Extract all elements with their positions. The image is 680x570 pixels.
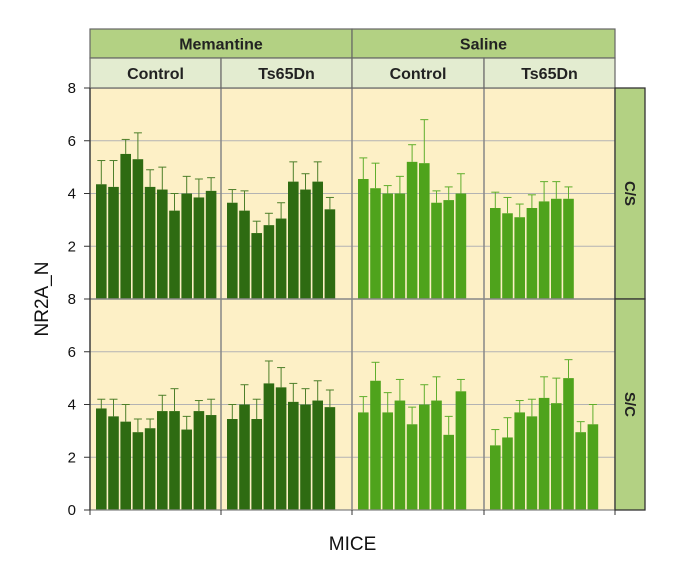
strip-label-saline: Saline	[460, 37, 507, 54]
strip-label-s-c: S/C	[621, 392, 638, 417]
bar-memantine-ts65dn-c-s-5	[275, 218, 287, 299]
bar-saline-control-c-s-7	[431, 202, 442, 299]
bar-memantine-ts65dn-s-c-7	[300, 404, 311, 510]
bar-saline-ts65dn-c-s-2	[502, 213, 513, 299]
bar-memantine-control-c-s-10	[205, 190, 217, 299]
bar-saline-control-c-s-6	[419, 163, 430, 299]
bar-saline-control-c-s-4	[394, 193, 406, 299]
bar-memantine-ts65dn-c-s-8	[312, 181, 323, 299]
bar-memantine-control-s-c-9	[193, 411, 205, 510]
bar-saline-ts65dn-s-c-3	[514, 412, 525, 510]
y-tick-label: 0	[68, 502, 76, 519]
strip-label-ts65dn: Ts65Dn	[521, 66, 578, 83]
bar-saline-ts65dn-s-c-8	[575, 432, 586, 510]
bar-memantine-ts65dn-c-s-1	[227, 202, 238, 299]
strip-label-control: Control	[127, 66, 184, 83]
y-axis-title: NR2A_N	[32, 262, 53, 337]
bar-saline-ts65dn-s-c-1	[490, 445, 501, 510]
bar-memantine-control-s-c-6	[157, 411, 168, 510]
bar-memantine-control-c-s-4	[132, 159, 144, 299]
bar-saline-control-c-s-8	[443, 200, 454, 299]
bar-memantine-ts65dn-c-s-6	[288, 181, 299, 299]
bar-memantine-ts65dn-s-c-8	[312, 400, 323, 510]
bar-saline-ts65dn-c-s-1	[490, 208, 501, 299]
y-tick-label: 2	[68, 449, 76, 466]
bar-memantine-ts65dn-s-c-6	[288, 401, 299, 510]
bar-saline-control-c-s-1	[358, 178, 369, 299]
strip-ts65dn	[483, 57, 616, 89]
bar-memantine-control-c-s-5	[144, 186, 156, 299]
strip-saline	[351, 28, 616, 59]
bar-saline-control-s-c-8	[443, 434, 454, 510]
bar-saline-ts65dn-s-c-4	[526, 416, 538, 510]
bar-memantine-ts65dn-c-s-3	[251, 233, 262, 299]
bar-memantine-ts65dn-s-c-1	[227, 419, 238, 510]
bar-saline-control-c-s-2	[370, 188, 381, 299]
bar-memantine-control-s-c-10	[205, 415, 217, 510]
bar-saline-control-s-c-4	[394, 400, 406, 510]
x-axis-title: MICE	[329, 534, 377, 555]
y-tick-label: 4	[68, 186, 76, 203]
bar-saline-control-s-c-6	[419, 404, 430, 510]
strip-label-memantine: Memantine	[179, 37, 263, 54]
bar-saline-ts65dn-c-s-7	[563, 198, 574, 299]
y-tick-label: 8	[68, 291, 76, 308]
bar-saline-ts65dn-s-c-5	[538, 397, 550, 510]
bar-saline-ts65dn-c-s-5	[538, 201, 550, 299]
bar-memantine-ts65dn-c-s-4	[263, 225, 275, 299]
bar-saline-control-c-s-9	[455, 193, 467, 299]
bar-memantine-control-s-c-5	[144, 428, 156, 510]
bar-memantine-ts65dn-c-s-9	[324, 209, 336, 299]
bar-memantine-control-c-s-7	[169, 210, 180, 299]
bar-memantine-ts65dn-s-c-5	[275, 387, 287, 510]
y-tick-label: 6	[68, 344, 76, 361]
bar-memantine-control-s-c-7	[169, 411, 180, 510]
strip-memantine	[89, 28, 353, 59]
bar-memantine-control-s-c-8	[181, 429, 192, 510]
bar-memantine-control-c-s-3	[120, 153, 131, 299]
bar-saline-control-s-c-2	[370, 380, 381, 510]
strip-label-ts65dn: Ts65Dn	[258, 66, 315, 83]
bar-memantine-ts65dn-s-c-3	[251, 419, 262, 510]
bar-memantine-control-c-s-9	[193, 197, 205, 299]
y-tick-label: 8	[68, 80, 76, 97]
bar-memantine-control-s-c-2	[108, 416, 119, 510]
y-tick-label: 6	[68, 133, 76, 150]
bar-saline-ts65dn-c-s-4	[526, 208, 538, 299]
strip-label-control: Control	[390, 66, 447, 83]
bar-saline-control-c-s-5	[406, 161, 418, 299]
bar-memantine-control-c-s-1	[96, 184, 107, 299]
bar-memantine-ts65dn-s-c-9	[324, 407, 336, 510]
bar-saline-ts65dn-s-c-7	[563, 378, 574, 510]
bar-memantine-ts65dn-s-c-4	[263, 383, 275, 510]
bar-saline-control-s-c-5	[406, 424, 418, 510]
bar-memantine-control-s-c-1	[96, 408, 107, 510]
bar-memantine-control-c-s-8	[181, 193, 192, 299]
bar-saline-control-c-s-3	[382, 193, 393, 299]
bar-memantine-control-c-s-6	[157, 189, 168, 299]
strip-s-c	[614, 298, 646, 511]
bar-saline-control-s-c-3	[382, 412, 393, 510]
bar-saline-ts65dn-c-s-6	[551, 198, 562, 299]
bar-saline-ts65dn-c-s-3	[514, 217, 525, 299]
bar-memantine-control-s-c-3	[120, 421, 131, 510]
strip-label-c-s: C/S	[621, 181, 638, 206]
bar-memantine-control-c-s-2	[108, 186, 119, 299]
bar-saline-ts65dn-s-c-2	[502, 437, 513, 510]
strip-c-s	[614, 87, 646, 300]
bar-saline-control-s-c-9	[455, 391, 467, 510]
bar-saline-ts65dn-s-c-9	[587, 424, 599, 510]
bar-memantine-ts65dn-s-c-2	[239, 404, 250, 510]
strip-ts65dn	[220, 57, 353, 89]
bar-memantine-ts65dn-c-s-2	[239, 210, 250, 299]
y-tick-label: 2	[68, 238, 76, 255]
bar-saline-ts65dn-s-c-6	[551, 403, 562, 510]
bar-saline-control-s-c-7	[431, 400, 442, 510]
y-tick-label: 4	[68, 397, 76, 414]
bar-memantine-ts65dn-c-s-7	[300, 189, 311, 299]
bar-saline-control-s-c-1	[358, 412, 369, 510]
bar-memantine-control-s-c-4	[132, 432, 144, 510]
